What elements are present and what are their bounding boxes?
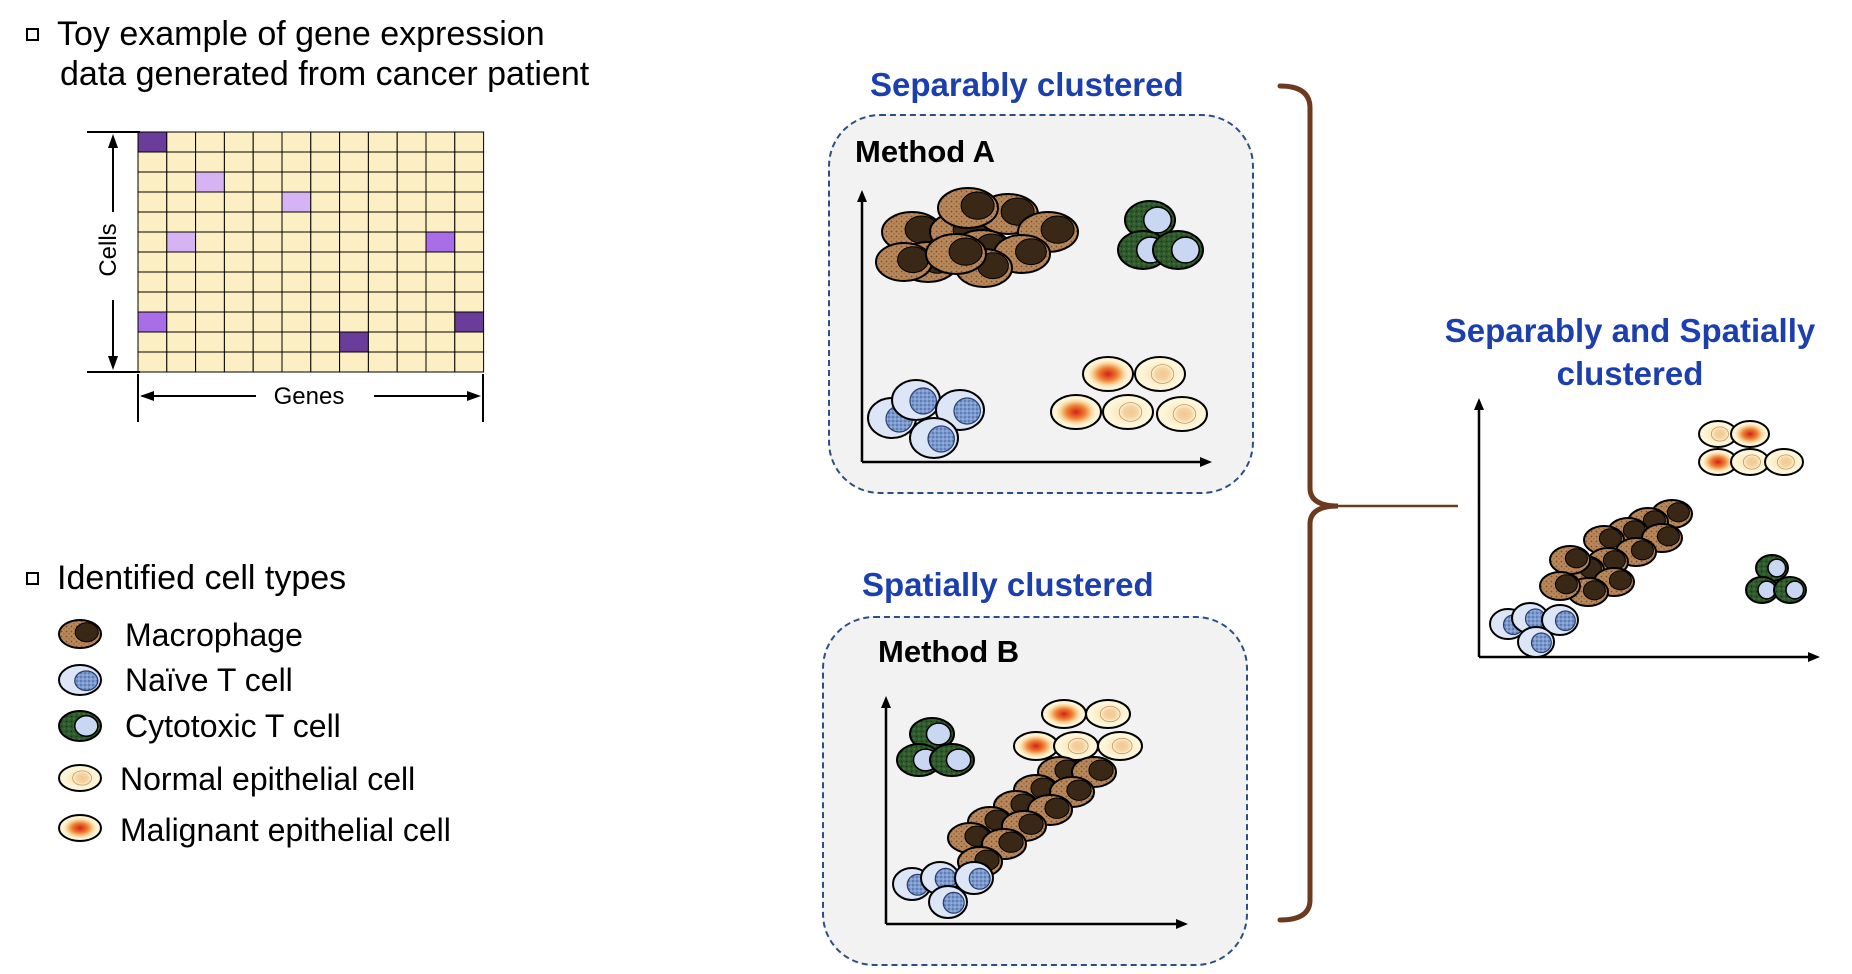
- legend-label-macrophage: Macrophage: [125, 617, 303, 653]
- malignant-epithelial-cell-icon: [58, 814, 102, 842]
- toy-example-heading: Toy example of gene expression: [26, 14, 545, 54]
- matrix-cell: [454, 351, 485, 373]
- cytotoxic-cell: [1755, 554, 1789, 582]
- macrophage-cell: [875, 242, 933, 282]
- legend-label-naive-t-cell: Naïve T cell: [125, 662, 293, 698]
- cell-clusters: [867, 187, 1807, 919]
- macrophage-cell: [1549, 545, 1591, 575]
- curly-bracket: [1277, 83, 1339, 923]
- macrophage-cell: [925, 233, 987, 275]
- naive-cell: [1541, 604, 1579, 636]
- naive-t-cell-icon: [58, 664, 102, 696]
- method-b-title: Method B: [878, 634, 1020, 669]
- normal-cell: [1102, 394, 1154, 430]
- naive-cell: [954, 861, 994, 895]
- normal-cell: [1156, 396, 1208, 432]
- genes-arrow-left-head: [140, 391, 154, 401]
- normal-cell: [1730, 448, 1770, 476]
- normal-cell: [1085, 699, 1131, 729]
- malignant-cell: [1082, 356, 1134, 392]
- macrophage-cell: [1651, 499, 1693, 529]
- malignant-cell: [1041, 699, 1087, 729]
- genes-axis-label: Genes: [274, 383, 345, 410]
- combined-heading-line-2: clustered: [1556, 355, 1704, 392]
- normal-cell: [58, 764, 102, 792]
- cells-arrow-up-head: [108, 134, 118, 148]
- spatially-clustered-heading: Spatially clustered: [862, 566, 1154, 603]
- malignant-cell: [1730, 420, 1770, 448]
- normal-cell: [1764, 448, 1804, 476]
- matrix-grid: [137, 131, 485, 373]
- macrophage-icon: [58, 619, 102, 649]
- cells-axis-label: Cells: [95, 223, 122, 276]
- method-a-axes: [857, 190, 1212, 467]
- cytotoxic-cell: [909, 717, 955, 751]
- naive-cell: [58, 664, 102, 696]
- method-b-axes: [881, 696, 1188, 929]
- naive-cell: [928, 885, 968, 919]
- cytotoxic-cell: [929, 743, 975, 777]
- normal-cell: [1097, 731, 1143, 761]
- malignant-cell: [58, 814, 102, 842]
- normal-cell: [1053, 731, 1099, 761]
- naive-cell: [935, 389, 985, 431]
- legend-icons: [58, 619, 102, 842]
- macrophage-cell: [1049, 776, 1095, 808]
- legend-label-cytotoxic-t-cell: Cytotoxic T cell: [125, 708, 341, 744]
- combined-heading-line-1: Separably and Spatially: [1444, 312, 1816, 349]
- identified-cell-types-title: Identified cell types: [57, 559, 347, 597]
- cytotoxic-t-cell-icon: [58, 710, 102, 742]
- normal-epithelial-cell-icon: [58, 764, 102, 792]
- toy-example-line-1: Toy example of gene expression: [57, 15, 545, 53]
- normal-cell: [1698, 420, 1738, 448]
- cells-arrow-down-head: [108, 356, 118, 370]
- malignant-cell: [1013, 731, 1059, 761]
- cytotoxic-cell: [1152, 230, 1204, 270]
- toy-example-line-2: data generated from cancer patient: [60, 55, 590, 93]
- identified-cell-types-heading: Identified cell types: [26, 558, 346, 598]
- macrophage-cell: [1539, 571, 1581, 601]
- naive-cell: [909, 417, 959, 459]
- gene-expression-matrix: Cells Genes: [87, 131, 485, 422]
- naive-cell: [1511, 602, 1549, 634]
- naive-cell: [891, 379, 941, 421]
- method-a-title: Method A: [855, 134, 996, 169]
- cytotoxic-cell: [1745, 576, 1779, 604]
- separably-clustered-heading: Separably clustered: [870, 66, 1184, 103]
- malignant-cell: [1050, 394, 1102, 430]
- cytotoxic-cell: [58, 710, 102, 742]
- checkbox-bullet-icon: [26, 28, 39, 41]
- checkbox-bullet-icon: [26, 572, 39, 585]
- macrophage-cell: [58, 619, 102, 649]
- legend-label-malignant-epithelial: Malignant epithelial cell: [120, 812, 451, 848]
- malignant-cell: [1698, 448, 1738, 476]
- cytotoxic-cell: [1773, 576, 1807, 604]
- macrophage-cell: [937, 187, 999, 229]
- genes-arrow-right-head: [467, 391, 481, 401]
- legend-label-normal-epithelial: Normal epithelial cell: [120, 761, 416, 797]
- naive-cell: [1517, 626, 1555, 658]
- normal-cell: [1134, 356, 1186, 392]
